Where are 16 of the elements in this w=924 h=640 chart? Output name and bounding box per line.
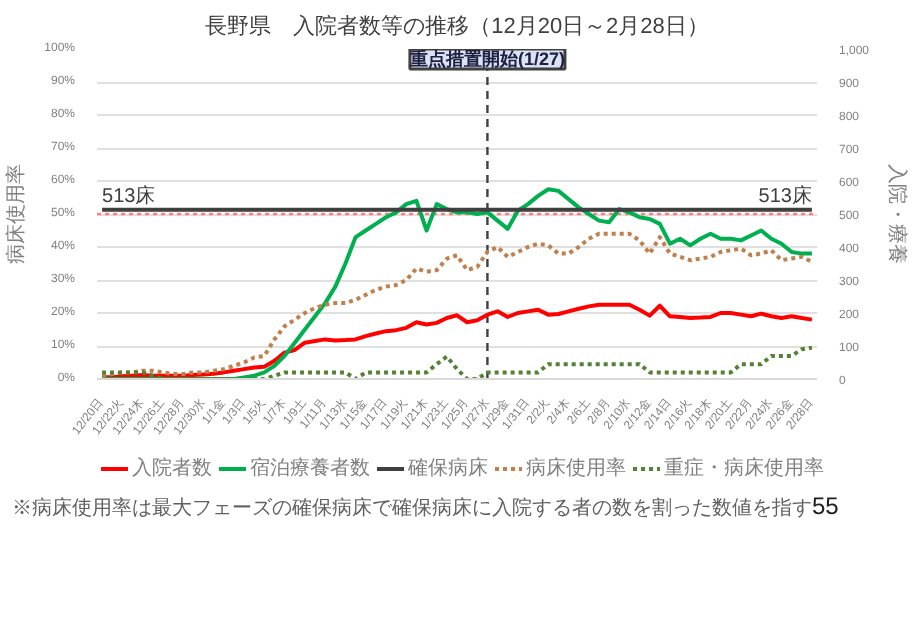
y-axis-title: 病床使用率 <box>4 164 29 264</box>
chart-title: 長野県 入院者数等の推移（12月20日～2月28日） <box>205 13 709 39</box>
line-series <box>100 345 814 379</box>
text: 55 <box>812 490 839 524</box>
legend-label: 重症・病床使用率 <box>664 455 824 482</box>
line-series <box>100 231 814 378</box>
legend-label: 病床使用率 <box>526 455 626 482</box>
legend-label: 宿泊療養者数 <box>250 455 370 482</box>
y2-axis-title: 入院・療養 <box>885 164 910 264</box>
annotation: 513床 <box>758 183 812 208</box>
legend-label: 入院者数 <box>132 455 212 482</box>
line-series <box>100 302 814 379</box>
legend-label: 確保病床 <box>408 455 488 482</box>
text: ※病床使用率は最大フェーズの確保病床で確保病床に入院する者の数を割った数値を指す <box>12 498 812 520</box>
line-series <box>100 187 814 379</box>
annotation: 513床 <box>102 183 156 208</box>
